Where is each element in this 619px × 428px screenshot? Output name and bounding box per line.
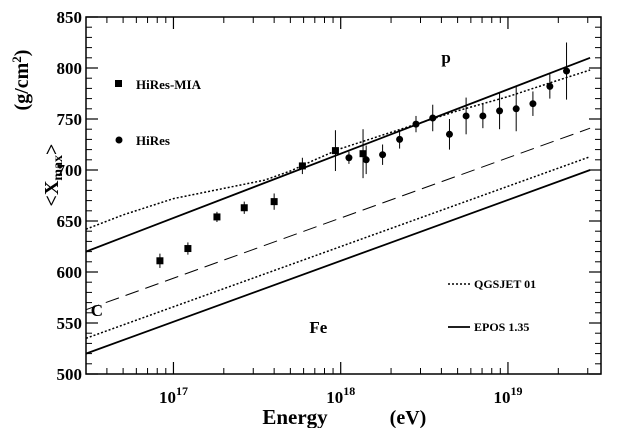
point-hires (396, 135, 404, 143)
point-hires (479, 112, 487, 120)
point-hires-mia (298, 162, 306, 170)
point-hires (412, 120, 420, 128)
plot-frame (85, 16, 602, 375)
y-tick-label: 600 (57, 263, 83, 282)
curve-qgsjet-01-p (85, 69, 591, 230)
point-hires (345, 154, 353, 162)
x-axis-unit-label: (eV) (390, 407, 427, 428)
y-tick-label: 650 (57, 212, 83, 231)
legend-label-hires: HiRes (136, 133, 170, 148)
point-hires (379, 151, 387, 159)
point-hires (496, 107, 504, 115)
annotation-p: p (441, 48, 450, 67)
x-tick-label: 1018 (326, 384, 355, 407)
curve-qgsjet-01-fe (85, 155, 591, 340)
legend-label-hires-mia: HiRes-MIA (136, 77, 202, 92)
point-hires-mia (156, 257, 164, 265)
legend-marker-hires (115, 136, 123, 144)
curve-c (85, 127, 591, 311)
y-tick-label: 550 (57, 314, 83, 333)
model-curves (85, 56, 591, 355)
point-hires (529, 100, 537, 108)
point-hires (512, 105, 520, 113)
y-tick-label: 800 (57, 59, 83, 78)
curve-epos-1-35-fe (85, 169, 591, 355)
point-hires-mia (213, 213, 221, 221)
point-hires (429, 114, 437, 122)
curve-epos-1-35-p (85, 56, 591, 253)
legend-label-epos: EPOS 1.35 (474, 320, 529, 334)
point-hires (563, 67, 571, 75)
y-tick-label: 500 (57, 365, 83, 384)
y-tick-label: 700 (57, 161, 83, 180)
point-hires-mia (240, 204, 248, 212)
data-points (156, 67, 571, 265)
svg-text:<Xmax>: <Xmax> (41, 144, 66, 207)
axis-tick-labels: 500 550 600 650 700 750 800 850 1017 1018 1019 (57, 8, 523, 407)
curve-annotations: p C Fe (91, 48, 451, 337)
y-tick-label: 850 (57, 8, 83, 27)
point-hires (445, 130, 453, 138)
legend-label-qgsjet: QGSJET 01 (474, 277, 536, 291)
legend-marker-hires-mia (115, 80, 122, 87)
x-axis-label: Energy (262, 405, 328, 428)
x-tick-label: 1019 (493, 384, 522, 407)
point-hires-mia (184, 245, 192, 253)
axis-ticks (85, 16, 601, 375)
annotation-c: C (91, 301, 103, 320)
y-tick-label: 750 (57, 110, 83, 129)
legend-data: HiRes-MIA HiRes (115, 77, 202, 148)
y-axis-unit-label: (g/cm2) (9, 50, 33, 111)
y-axis-label: <Xmax> (41, 144, 66, 207)
point-hires (362, 156, 370, 164)
annotation-fe: Fe (309, 318, 327, 337)
point-hires (546, 82, 554, 90)
point-hires-mia (270, 198, 278, 206)
point-hires-mia (331, 147, 339, 155)
legend-models: QGSJET 01 EPOS 1.35 (448, 277, 536, 334)
point-hires-mia (359, 150, 367, 158)
point-hires (462, 112, 470, 120)
x-tick-label: 1017 (159, 384, 188, 407)
svg-text:(g/cm2): (g/cm2) (9, 50, 33, 111)
